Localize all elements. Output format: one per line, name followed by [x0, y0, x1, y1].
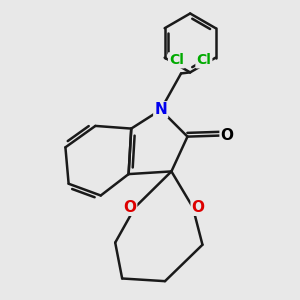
- Text: O: O: [123, 200, 136, 215]
- Text: Cl: Cl: [196, 53, 211, 67]
- Text: O: O: [220, 128, 234, 143]
- Text: O: O: [192, 200, 205, 215]
- Text: Cl: Cl: [169, 53, 184, 67]
- Text: N: N: [154, 102, 167, 117]
